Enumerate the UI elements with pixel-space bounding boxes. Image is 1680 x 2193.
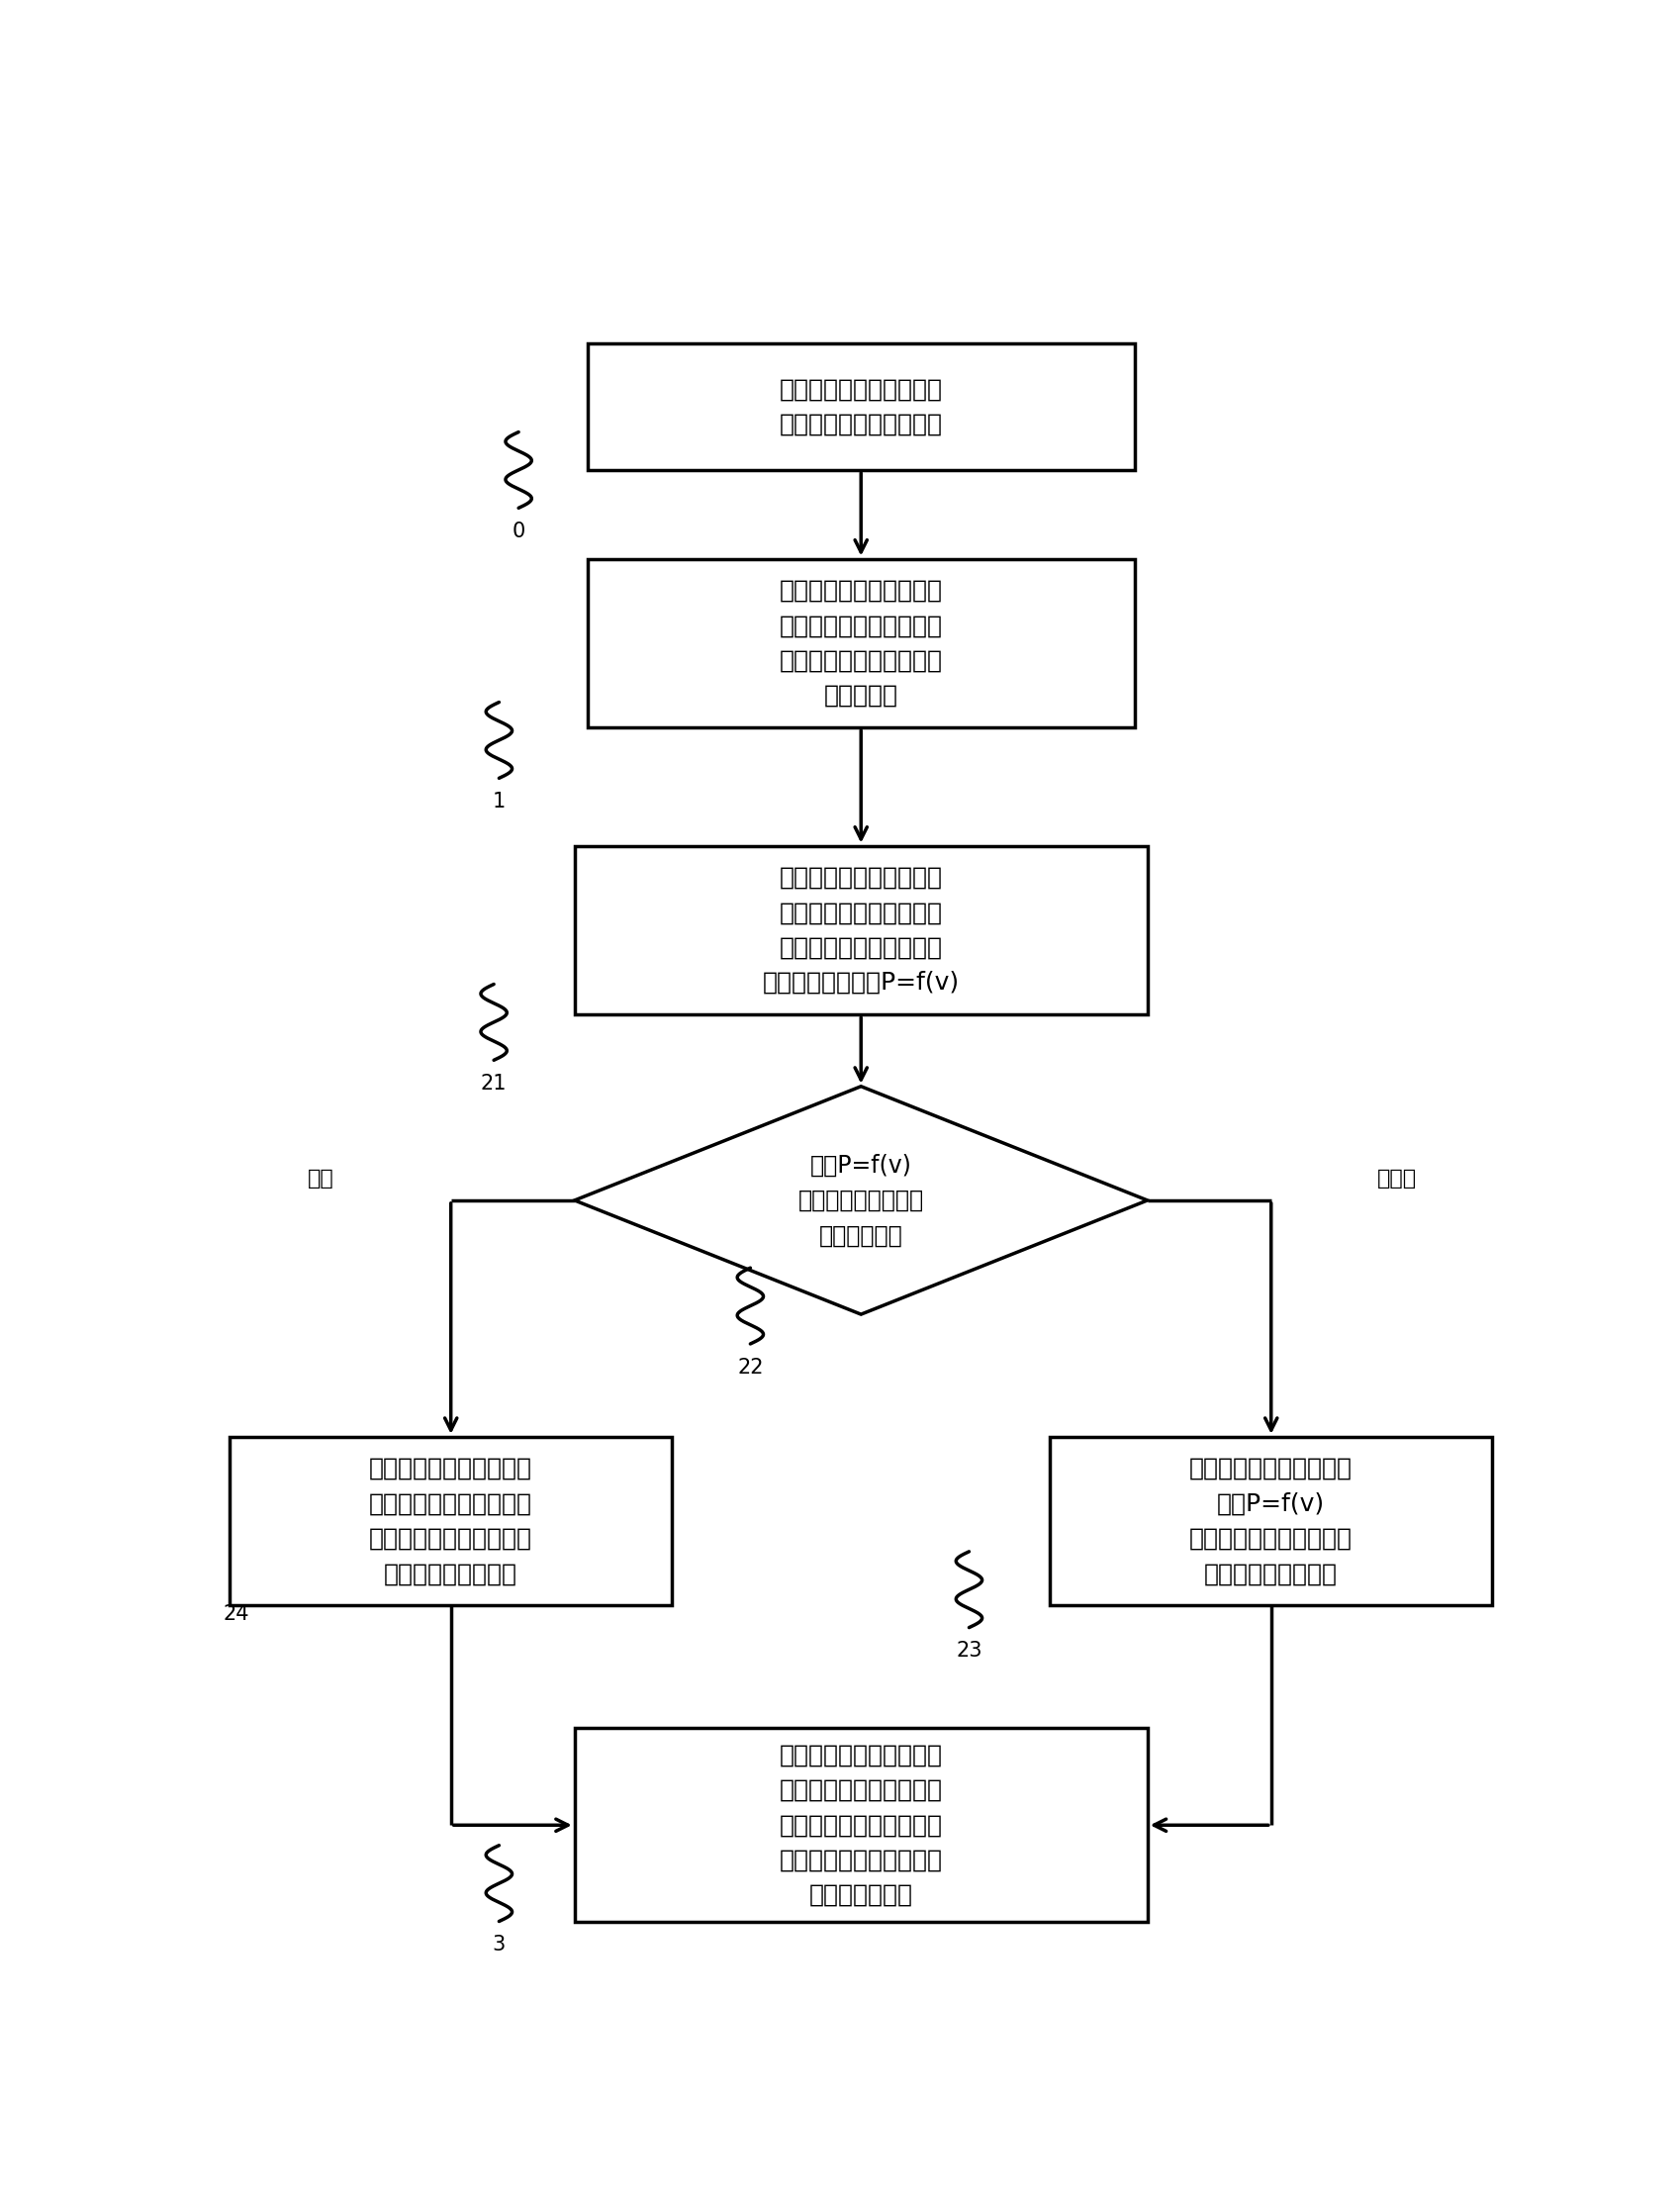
Text: 24: 24 bbox=[223, 1603, 249, 1625]
FancyBboxPatch shape bbox=[588, 344, 1134, 469]
Text: 3: 3 bbox=[492, 1934, 506, 1954]
FancyBboxPatch shape bbox=[588, 559, 1134, 728]
Text: 22: 22 bbox=[738, 1357, 763, 1377]
Text: 系统检测切割速度，并根
据当次加工切割速度与切
割功率的对应关系获得相
应的切割功率，实时控制
输出的切割功率: 系统检测切割速度，并根 据当次加工切割速度与切 割功率的对应关系获得相 应的切割… bbox=[780, 1743, 942, 1908]
Text: 系统检测并确定切割材料
在相同切缝宽度要求下的
切割速度与切割功率之间
的对应关系: 系统检测并确定切割材料 在相同切缝宽度要求下的 切割速度与切割功率之间 的对应关… bbox=[780, 579, 942, 708]
FancyBboxPatch shape bbox=[230, 1436, 672, 1605]
FancyBboxPatch shape bbox=[1050, 1436, 1492, 1605]
Text: 0: 0 bbox=[512, 522, 526, 542]
Polygon shape bbox=[575, 1086, 1147, 1314]
Text: 大于: 大于 bbox=[307, 1169, 334, 1189]
Text: 系统以所拟合的函数关系
方程P=f(v)
作为当次加工切割速度与
切割功率的对应关系: 系统以所拟合的函数关系 方程P=f(v) 作为当次加工切割速度与 切割功率的对应… bbox=[1189, 1456, 1352, 1586]
Text: 不大于: 不大于 bbox=[1378, 1169, 1418, 1189]
Text: 系统将各实验参数点连接
为分段曲线，确定每段曲
线的当次加工切割速度与
切割功率的对应关系: 系统将各实验参数点连接 为分段曲线，确定每段曲 线的当次加工切割速度与 切割功率… bbox=[370, 1456, 533, 1586]
Text: 系统根据所述的切割速度
与切割功率对应关系表拟
合出切割速度与切割功率
的函数关系方程：P=f(v): 系统根据所述的切割速度 与切割功率对应关系表拟 合出切割速度与切割功率 的函数关… bbox=[763, 866, 959, 996]
FancyBboxPatch shape bbox=[575, 846, 1147, 1015]
Text: 1: 1 bbox=[492, 792, 506, 811]
Text: 21: 21 bbox=[480, 1075, 507, 1094]
Text: 23: 23 bbox=[956, 1640, 983, 1660]
Text: 方程P=f(v)
的误差值是否大于最
大允许误差值: 方程P=f(v) 的误差值是否大于最 大允许误差值 bbox=[798, 1154, 924, 1248]
FancyBboxPatch shape bbox=[575, 1728, 1147, 1923]
Text: 系统根据用户操作设定切
割材料和最大允许误差值: 系统根据用户操作设定切 割材料和最大允许误差值 bbox=[780, 377, 942, 436]
